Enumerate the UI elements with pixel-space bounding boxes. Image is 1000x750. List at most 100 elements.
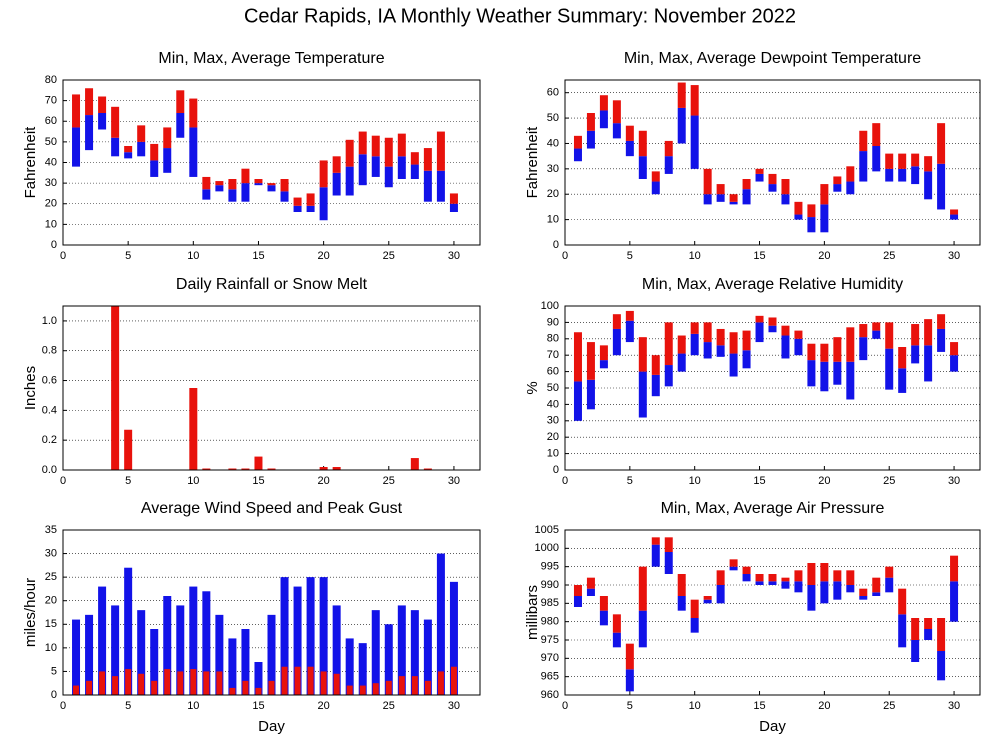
x-tick-label: 20 (318, 700, 330, 712)
lower-bar (651, 181, 660, 195)
upper-bar (716, 570, 725, 585)
upper-bar (937, 618, 946, 651)
lower-bar (638, 610, 647, 648)
speed-bar (450, 666, 457, 695)
upper-bar (924, 156, 933, 172)
lower-bar (573, 596, 582, 607)
y-tick-label: 990 (541, 579, 559, 591)
speed-bar (307, 666, 314, 695)
lower-bar (599, 610, 608, 626)
speed-bar (268, 680, 275, 695)
lower-bar (384, 166, 393, 188)
lower-bar (781, 335, 790, 359)
y-tick-label: 0.6 (42, 374, 57, 386)
gust-bar (111, 605, 120, 695)
upper-bar (293, 197, 302, 206)
bar (111, 306, 120, 470)
x-tick-label: 10 (187, 700, 199, 712)
speed-bar (99, 671, 106, 695)
upper-bar (950, 209, 959, 215)
lower-bar (677, 596, 686, 611)
upper-bar (833, 570, 842, 582)
speed-bar (229, 687, 236, 695)
y-tick-label: 30 (45, 547, 57, 559)
upper-bar (664, 322, 673, 366)
x-tick-label: 0 (562, 475, 568, 487)
lower-bar (807, 217, 816, 233)
x-tick-label: 5 (627, 700, 633, 712)
bar (202, 468, 211, 470)
upper-bar (150, 143, 159, 161)
speed-bar (398, 676, 405, 695)
lower-bar (898, 614, 907, 648)
gust-bar (319, 577, 328, 695)
y-tick-label: 30 (45, 177, 57, 189)
lower-bar (332, 172, 341, 196)
lower-bar (98, 113, 107, 130)
upper-bar (690, 599, 699, 618)
speed-bar (242, 680, 249, 695)
upper-bar (846, 327, 855, 362)
x-tick-label: 30 (948, 250, 960, 262)
gust-bar (215, 614, 224, 695)
y-tick-label: 960 (541, 689, 559, 701)
y-tick-label: 965 (541, 671, 559, 683)
gust-bar (254, 662, 263, 695)
gust-bar (189, 586, 198, 695)
x-tick-label: 15 (252, 700, 264, 712)
y-tick-label: 15 (45, 618, 57, 630)
y-tick-label: 0.0 (42, 464, 57, 476)
lower-bar (72, 127, 81, 167)
upper-bar (898, 588, 907, 615)
upper-bar (846, 166, 855, 182)
gust-bar (267, 614, 276, 695)
lower-bar (651, 374, 660, 397)
speed-bar (359, 685, 366, 695)
x-tick-label: 5 (125, 475, 131, 487)
lower-bar (677, 107, 686, 144)
lower-bar (254, 183, 263, 186)
y-tick-label: 0 (553, 464, 559, 476)
upper-bar (228, 179, 237, 190)
y-axis-label: miles/hour (22, 578, 39, 647)
y-tick-label: 0 (51, 689, 57, 701)
lower-bar (950, 214, 959, 220)
lower-bar (781, 194, 790, 205)
lower-bar (358, 154, 367, 186)
upper-bar (449, 193, 458, 204)
x-tick-label: 0 (60, 475, 66, 487)
lower-bar (898, 168, 907, 182)
x-tick-label: 15 (753, 700, 765, 712)
lower-bar (794, 214, 803, 220)
lower-bar (742, 574, 751, 582)
upper-bar (397, 133, 406, 157)
upper-bar (345, 139, 354, 167)
y-tick-label: 70 (45, 95, 57, 107)
lower-bar (846, 361, 855, 400)
lower-bar (638, 156, 647, 179)
upper-bar (332, 156, 341, 173)
y-tick-label: 1000 (535, 542, 559, 554)
lower-bar (280, 191, 289, 202)
lower-bar (807, 585, 816, 611)
upper-bar (599, 596, 608, 611)
lower-bar (319, 187, 328, 221)
x-tick-label: 10 (187, 250, 199, 262)
lower-bar (846, 181, 855, 195)
x-tick-label: 15 (753, 250, 765, 262)
gust-bar (85, 614, 94, 695)
x-axis-label: Day (759, 718, 786, 735)
upper-bar (137, 125, 146, 142)
lower-bar (872, 146, 881, 172)
speed-bar (177, 671, 184, 695)
upper-bar (124, 146, 133, 153)
gust-bar (280, 577, 289, 695)
y-tick-label: 5 (51, 665, 57, 677)
gust-bar (345, 638, 354, 695)
x-tick-label: 10 (689, 250, 701, 262)
speed-bar (424, 680, 431, 695)
upper-bar (371, 135, 380, 157)
x-tick-label: 0 (60, 250, 66, 262)
upper-bar (384, 137, 393, 167)
chart-title: Min, Max, Average Relative Humidity (642, 276, 903, 293)
